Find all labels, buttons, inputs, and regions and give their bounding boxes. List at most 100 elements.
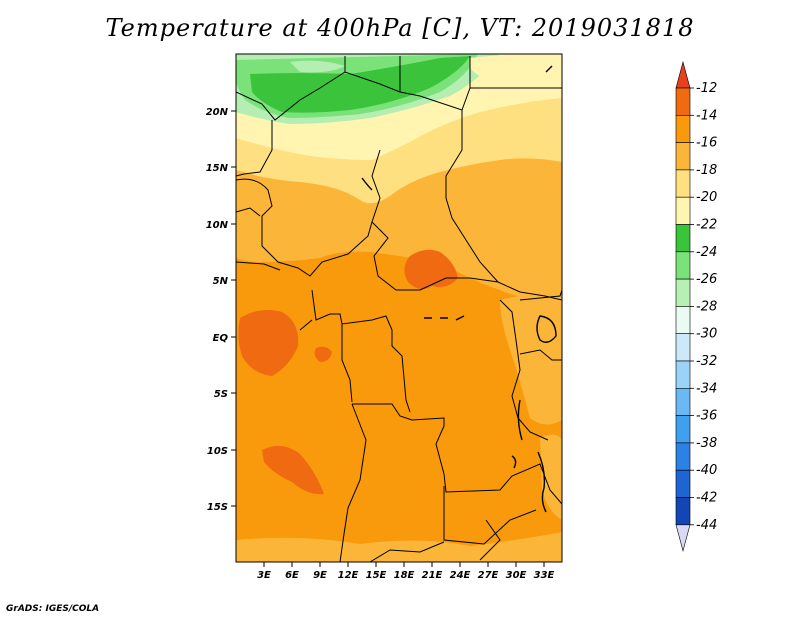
border-segment xyxy=(299,319,313,331)
border-angola-zambia xyxy=(352,403,562,505)
lake-victoria xyxy=(536,315,557,343)
map-frame xyxy=(235,53,563,563)
lat-label: 10S xyxy=(207,446,228,457)
border-central xyxy=(371,149,562,301)
colorbar-label: -26 xyxy=(696,272,717,287)
field-patch-dark-orange-car xyxy=(404,249,458,290)
lon-label: 9E xyxy=(313,570,327,581)
field-patch-dark-orange-small xyxy=(314,346,332,362)
colorbar-label: -40 xyxy=(696,463,717,478)
river-congo xyxy=(424,315,465,321)
colorbar-label: -24 xyxy=(696,245,717,260)
border-chad-sudan xyxy=(445,110,499,283)
border-east-drc xyxy=(499,299,549,441)
colorbar-label: -42 xyxy=(696,491,717,506)
border-sahara xyxy=(236,71,562,121)
field-spot-green-light xyxy=(290,60,345,73)
lon-label: 30E xyxy=(506,570,527,581)
colorbar-label: -18 xyxy=(696,163,717,178)
colorbar-swatch xyxy=(675,251,691,280)
border-segment xyxy=(519,289,562,301)
colorbar-swatch xyxy=(675,306,691,334)
border-congo-west xyxy=(311,289,411,413)
lon-label: 12E xyxy=(338,570,359,581)
colorbar-label: -44 xyxy=(696,518,717,533)
border-nigeria xyxy=(236,178,373,277)
lat-label: 20N xyxy=(206,107,229,118)
colorbar-label: -30 xyxy=(696,327,717,342)
border-gabon-congo xyxy=(341,324,353,403)
colorbar-swatch xyxy=(675,360,691,389)
colorbar-label: -14 xyxy=(696,108,717,123)
lon-labels: 3E 6E 9E 12E 15E 18E 21E 24E 27E 30E 33E xyxy=(257,570,554,581)
lat-label: EQ xyxy=(213,333,229,344)
colorbar-swatch xyxy=(675,387,691,416)
lat-labels: 20N 15N 10N 5N EQ 5S 10S 15S xyxy=(206,107,229,513)
colorbar-top-arrow xyxy=(675,60,691,89)
lon-label: 3E xyxy=(257,570,271,581)
lon-ticks xyxy=(263,562,545,567)
colorbar-label: -12 xyxy=(696,81,717,96)
lat-label: 5S xyxy=(214,389,228,400)
lat-label: 15S xyxy=(207,502,228,513)
colorbar-label: -36 xyxy=(696,409,717,424)
border-angola-coast xyxy=(339,403,367,562)
colorbar-swatch xyxy=(675,415,691,444)
field-band-orange-south xyxy=(236,532,562,562)
lat-ticks xyxy=(231,110,236,507)
colorbar: -12 -14 -16 -18 -20 -22 -24 -26 -28 -30 -32 -34 -36 -… xyxy=(675,60,717,552)
temperature-field xyxy=(236,54,562,562)
lat-label: 15N xyxy=(206,163,229,174)
field-band-green-dark xyxy=(250,56,470,113)
lake-chad xyxy=(361,177,373,191)
border-segment xyxy=(236,261,281,271)
colorbar-label: -16 xyxy=(696,136,717,151)
colorbar-label: -32 xyxy=(696,354,717,369)
field-band-orange-east xyxy=(500,293,562,425)
lake-malawi xyxy=(537,451,547,513)
colorbar-label: -34 xyxy=(696,381,717,396)
lon-label: 15E xyxy=(366,570,387,581)
border-segment xyxy=(236,207,261,217)
field-spot-pale-ne xyxy=(470,54,562,84)
colorbar-swatch xyxy=(675,142,691,171)
field-patch-dark-orange-south xyxy=(262,445,324,495)
lake-tanganyika xyxy=(517,399,523,441)
field-patch-dark-orange-gulf xyxy=(238,310,299,376)
colorbar-swatch xyxy=(675,469,691,498)
colorbar-bottom-arrow xyxy=(675,524,691,552)
field-band-orange-se xyxy=(540,434,562,520)
colorbar-swatch xyxy=(675,169,691,198)
colorbar-label: -28 xyxy=(696,299,717,314)
colorbar-label: -38 xyxy=(696,436,717,451)
map-title: Temperature at 400hPa [C], VT: 201903181… xyxy=(105,14,695,42)
colorbar-label: -22 xyxy=(696,218,717,233)
grads-credit: GrADS: IGES/COLA xyxy=(6,604,100,614)
border-segment xyxy=(519,349,562,361)
colorbar-label: -20 xyxy=(696,190,717,205)
colorbar-swatch xyxy=(675,224,691,253)
colorbar-swatch xyxy=(675,87,691,116)
lon-label: 6E xyxy=(285,570,299,581)
lon-label: 33E xyxy=(534,570,555,581)
nile-bend xyxy=(545,65,553,73)
colorbar-swatch xyxy=(675,333,691,362)
lon-label: 27E xyxy=(478,570,499,581)
lake-bangweulu xyxy=(511,455,517,469)
border-zambia-south xyxy=(443,486,537,545)
country-borders xyxy=(236,56,562,562)
colorbar-swatch xyxy=(675,278,691,307)
border-segment xyxy=(236,120,273,177)
colorbar-swatch xyxy=(675,196,691,225)
border-segment xyxy=(479,519,501,561)
colorbar-swatch xyxy=(675,497,691,526)
lon-label: 21E xyxy=(422,570,443,581)
lakes xyxy=(361,65,557,513)
lon-label: 18E xyxy=(394,570,415,581)
colorbar-swatch xyxy=(675,115,691,143)
colorbar-swatch xyxy=(675,442,691,471)
lon-label: 24E xyxy=(450,570,471,581)
lat-label: 10N xyxy=(206,220,229,231)
lat-label: 5N xyxy=(213,276,229,287)
